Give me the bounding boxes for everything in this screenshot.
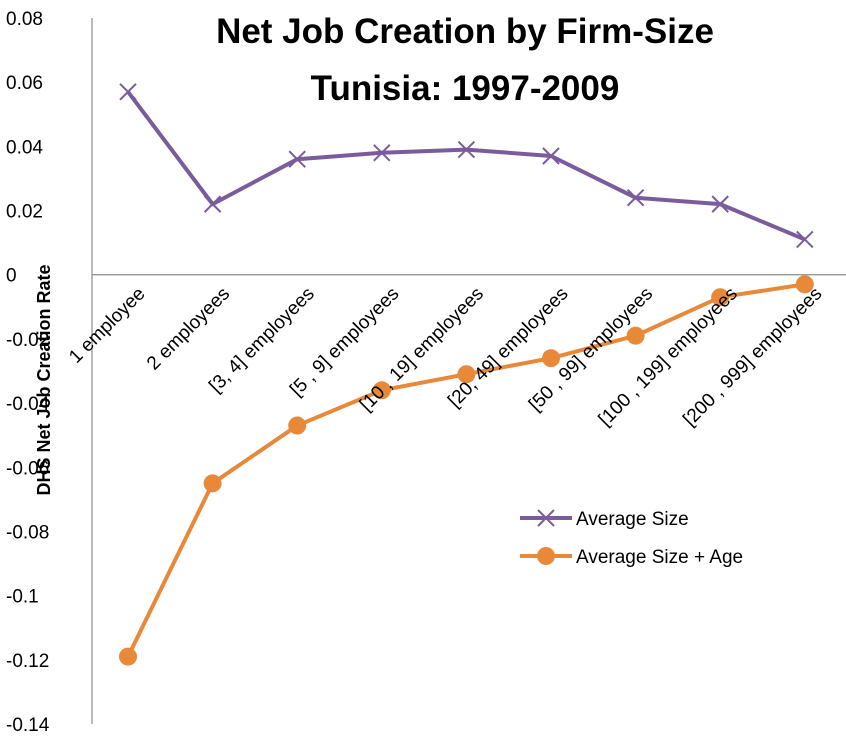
data-point — [796, 230, 814, 249]
y-tick-labels: 0.08 0.06 0.04 0.02 0 -0.02 -0.04 -0.06 -0.08 -0.… — [6, 9, 50, 736]
legend-item: Average Size + Age — [520, 547, 743, 568]
data-point — [542, 349, 560, 368]
legend-marker — [537, 547, 555, 565]
data-point — [119, 83, 137, 101]
y-tick-label: -0.14 — [6, 715, 50, 736]
legend-label: Average Size + Age — [576, 547, 743, 568]
data-point — [373, 144, 391, 162]
data-point — [203, 474, 222, 493]
series-line — [126, 282, 806, 658]
y-tick-label: 0.02 — [6, 202, 43, 223]
data-point — [119, 647, 137, 666]
y-tick-label: 0.04 — [6, 137, 43, 158]
category-label: 2 employees — [143, 283, 234, 374]
legend: Average Size Average Size + Age — [520, 509, 743, 568]
y-tick-label: -0.08 — [6, 522, 49, 543]
data-point — [542, 147, 560, 165]
data-point — [203, 195, 222, 213]
data-point — [288, 150, 306, 168]
data-point — [288, 416, 307, 435]
legend-item: Average Size — [520, 509, 689, 530]
series-line — [126, 90, 806, 242]
legend-marker — [537, 509, 555, 527]
axes — [91, 18, 846, 724]
chart-title-line-1: Net Job Creation by Firm-Size — [216, 12, 714, 51]
category-label: [100 , 199] employees — [595, 283, 742, 430]
chart-title-line-2: Tunisia: 1997-2009 — [311, 69, 620, 108]
y-tick-label: 0.08 — [6, 9, 43, 30]
category-label: 1 employee — [65, 283, 149, 367]
data-point — [457, 365, 476, 384]
y-tick-label: 0 — [6, 266, 17, 287]
data-point — [457, 140, 476, 159]
data-point — [711, 195, 729, 213]
data-point — [711, 288, 730, 307]
y-tick-label: -0.04 — [6, 394, 50, 415]
legend-label: Average Size — [576, 509, 689, 530]
data-point — [795, 275, 814, 294]
y-tick-label: -0.12 — [6, 651, 49, 672]
y-tick-label: -0.02 — [6, 330, 49, 351]
y-tick-label: -0.1 — [6, 587, 39, 608]
data-point — [372, 381, 391, 400]
y-tick-label: 0.06 — [6, 73, 43, 94]
y-tick-label: -0.06 — [6, 458, 49, 479]
y-axis-label: DHS Net Job Creation Rate — [34, 264, 54, 495]
data-point — [626, 326, 645, 345]
data-point — [626, 189, 645, 207]
series-layer — [119, 83, 814, 666]
